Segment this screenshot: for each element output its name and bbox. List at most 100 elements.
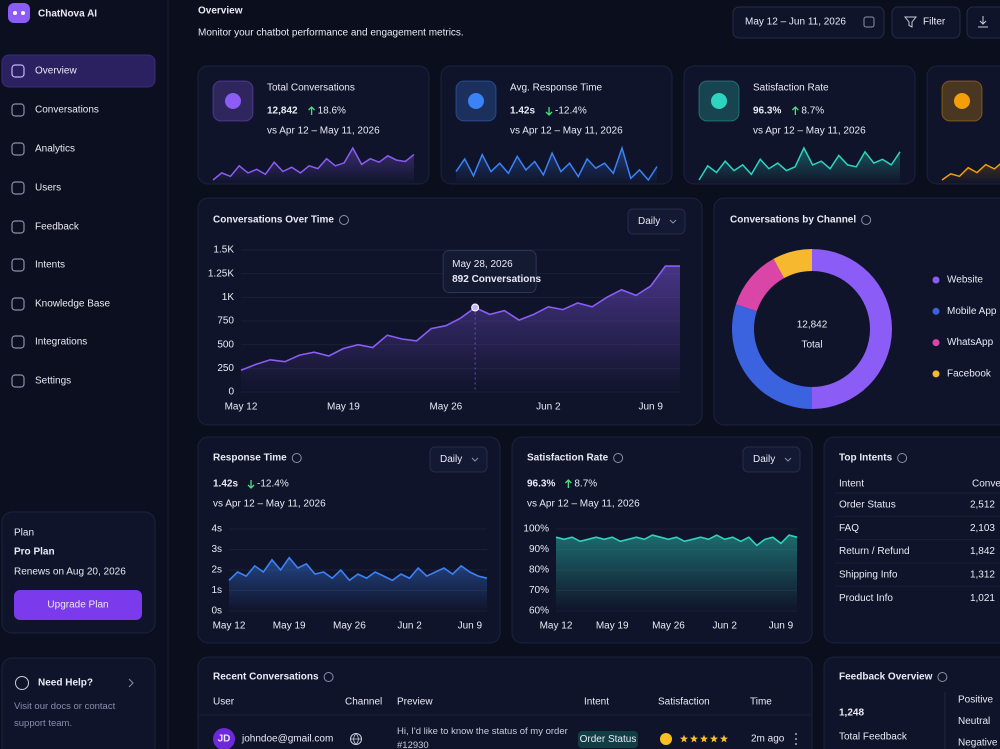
info-icon: [613, 453, 624, 463]
card: [197, 656, 813, 749]
column-header: Preview: [397, 697, 433, 708]
x-tick-label: May 12: [213, 621, 246, 632]
kpi-change: 18.6%: [318, 106, 346, 117]
y-tick-label: 0: [228, 387, 234, 398]
brand: ChatNova AI: [38, 9, 97, 20]
sparkline-area: [456, 148, 657, 184]
intent-name: FAQ: [839, 523, 859, 534]
filter-label: Filter: [923, 17, 946, 28]
column-header: Intent: [584, 697, 609, 708]
sparkline: [698, 146, 901, 181]
legend-label: Mobile App: [947, 306, 997, 317]
x-tick-label: May 19: [327, 402, 360, 413]
time: 2m ago: [751, 734, 785, 745]
chevron: [784, 457, 792, 462]
metric-value: 1.42s: [213, 479, 238, 490]
nav-icon: [11, 64, 25, 78]
feedback-category: Positive: [958, 695, 993, 706]
y-tick-label: 90%: [529, 544, 549, 555]
card: [823, 656, 1000, 749]
nav-item: Knowledge Base: [35, 299, 110, 310]
tooltip-value: 892 Conversations: [452, 274, 541, 285]
y-tick-label: 2s: [211, 565, 222, 576]
legend-dot: [932, 307, 940, 315]
area: [229, 557, 487, 611]
y-tick-label: 70%: [529, 585, 549, 596]
download-icon: [978, 16, 988, 28]
filter-icon: [903, 16, 918, 28]
date-picker[interactable]: [732, 6, 885, 39]
x-tick-label: May 12: [225, 402, 258, 413]
nav-item: Feedback: [35, 222, 80, 233]
x-tick-label: May 26: [652, 621, 685, 632]
metric-compare: vs Apr 12 – May 11, 2026: [527, 499, 640, 510]
kpi-icon-glyph: [954, 93, 970, 109]
card-title: Feedback Overview: [839, 672, 933, 683]
export-button[interactable]: [966, 6, 1000, 39]
tooltip-date: May 28, 2026: [452, 259, 513, 270]
dropdown-label: Daily: [753, 454, 775, 465]
sparkline-area: [942, 164, 1000, 184]
nav-icon: [11, 220, 25, 234]
y-tick-label: 3s: [211, 544, 222, 555]
row-menu: [794, 737, 798, 741]
row-menu: [794, 732, 798, 736]
intent-name: Product Info: [839, 593, 893, 604]
trend-arrow: [247, 480, 255, 489]
upgrade-label: Upgrade Plan: [47, 600, 108, 611]
plan-name: Pro Plan: [14, 547, 55, 558]
metric-change: -12.4%: [257, 479, 289, 490]
page-title: Overview: [198, 6, 243, 17]
info-icon: [323, 672, 334, 682]
legend-dot: [932, 370, 940, 378]
card-title: Conversations Over Time: [213, 215, 334, 226]
intent-count: 1,021: [970, 593, 995, 604]
x-tick-label: Jun 2: [397, 621, 422, 632]
feedback-category: Negative: [958, 738, 998, 749]
upgrade-button[interactable]: [14, 590, 142, 620]
donut-segment: [735, 258, 785, 312]
filter-button[interactable]: [891, 6, 961, 39]
nav-active[interactable]: [1, 54, 156, 88]
kpi-compare: vs Apr 12 – May 11, 2026: [753, 126, 866, 137]
sparkline: [941, 163, 1000, 181]
kpi-change: -12.4%: [555, 106, 587, 117]
rating-star: [690, 734, 698, 743]
nav-icon: [11, 181, 25, 195]
x-tick-label: May 19: [596, 621, 629, 632]
rating-star: [680, 734, 688, 743]
feedback-total-label: Total Feedback: [839, 732, 908, 743]
dropdown[interactable]: [742, 446, 801, 473]
x-tick-label: Jun 9: [638, 402, 663, 413]
card-title: Response Time: [213, 453, 287, 464]
intent-name: Order Status: [839, 500, 896, 511]
line: [240, 265, 680, 371]
smiley: [660, 733, 672, 745]
logo: [8, 3, 30, 23]
donut-segment: [812, 249, 892, 409]
tooltip-marker: [471, 303, 480, 312]
intent-badge-label: Order Status: [580, 734, 637, 745]
kpi-title: Satisfaction Rate: [753, 83, 829, 94]
legend-label: WhatsApp: [947, 337, 994, 348]
column-header: User: [213, 697, 235, 708]
nav-item: Overview: [35, 66, 77, 77]
dropdown[interactable]: [627, 208, 686, 235]
x-tick-label: May 19: [273, 621, 306, 632]
dropdown-label: Daily: [440, 454, 462, 465]
avatar: [213, 728, 235, 749]
dropdown-label: Daily: [638, 216, 660, 227]
column-header: Channel: [345, 697, 382, 708]
kpi-value: 12,842: [267, 106, 298, 117]
donut-segment: [773, 249, 812, 279]
card-title: Top Intents: [839, 453, 893, 464]
help-text: Visit our docs or contact support team.: [14, 701, 116, 729]
nav-item: Integrations: [35, 337, 87, 348]
x-tick-label: Jun 2: [536, 402, 561, 413]
nav-icon: [11, 374, 25, 388]
dropdown[interactable]: [429, 446, 488, 473]
area: [556, 535, 797, 611]
user-email: johndoe@gmail.com: [241, 734, 333, 745]
y-tick-label: 250: [217, 363, 234, 374]
logo-eye: [21, 11, 25, 15]
